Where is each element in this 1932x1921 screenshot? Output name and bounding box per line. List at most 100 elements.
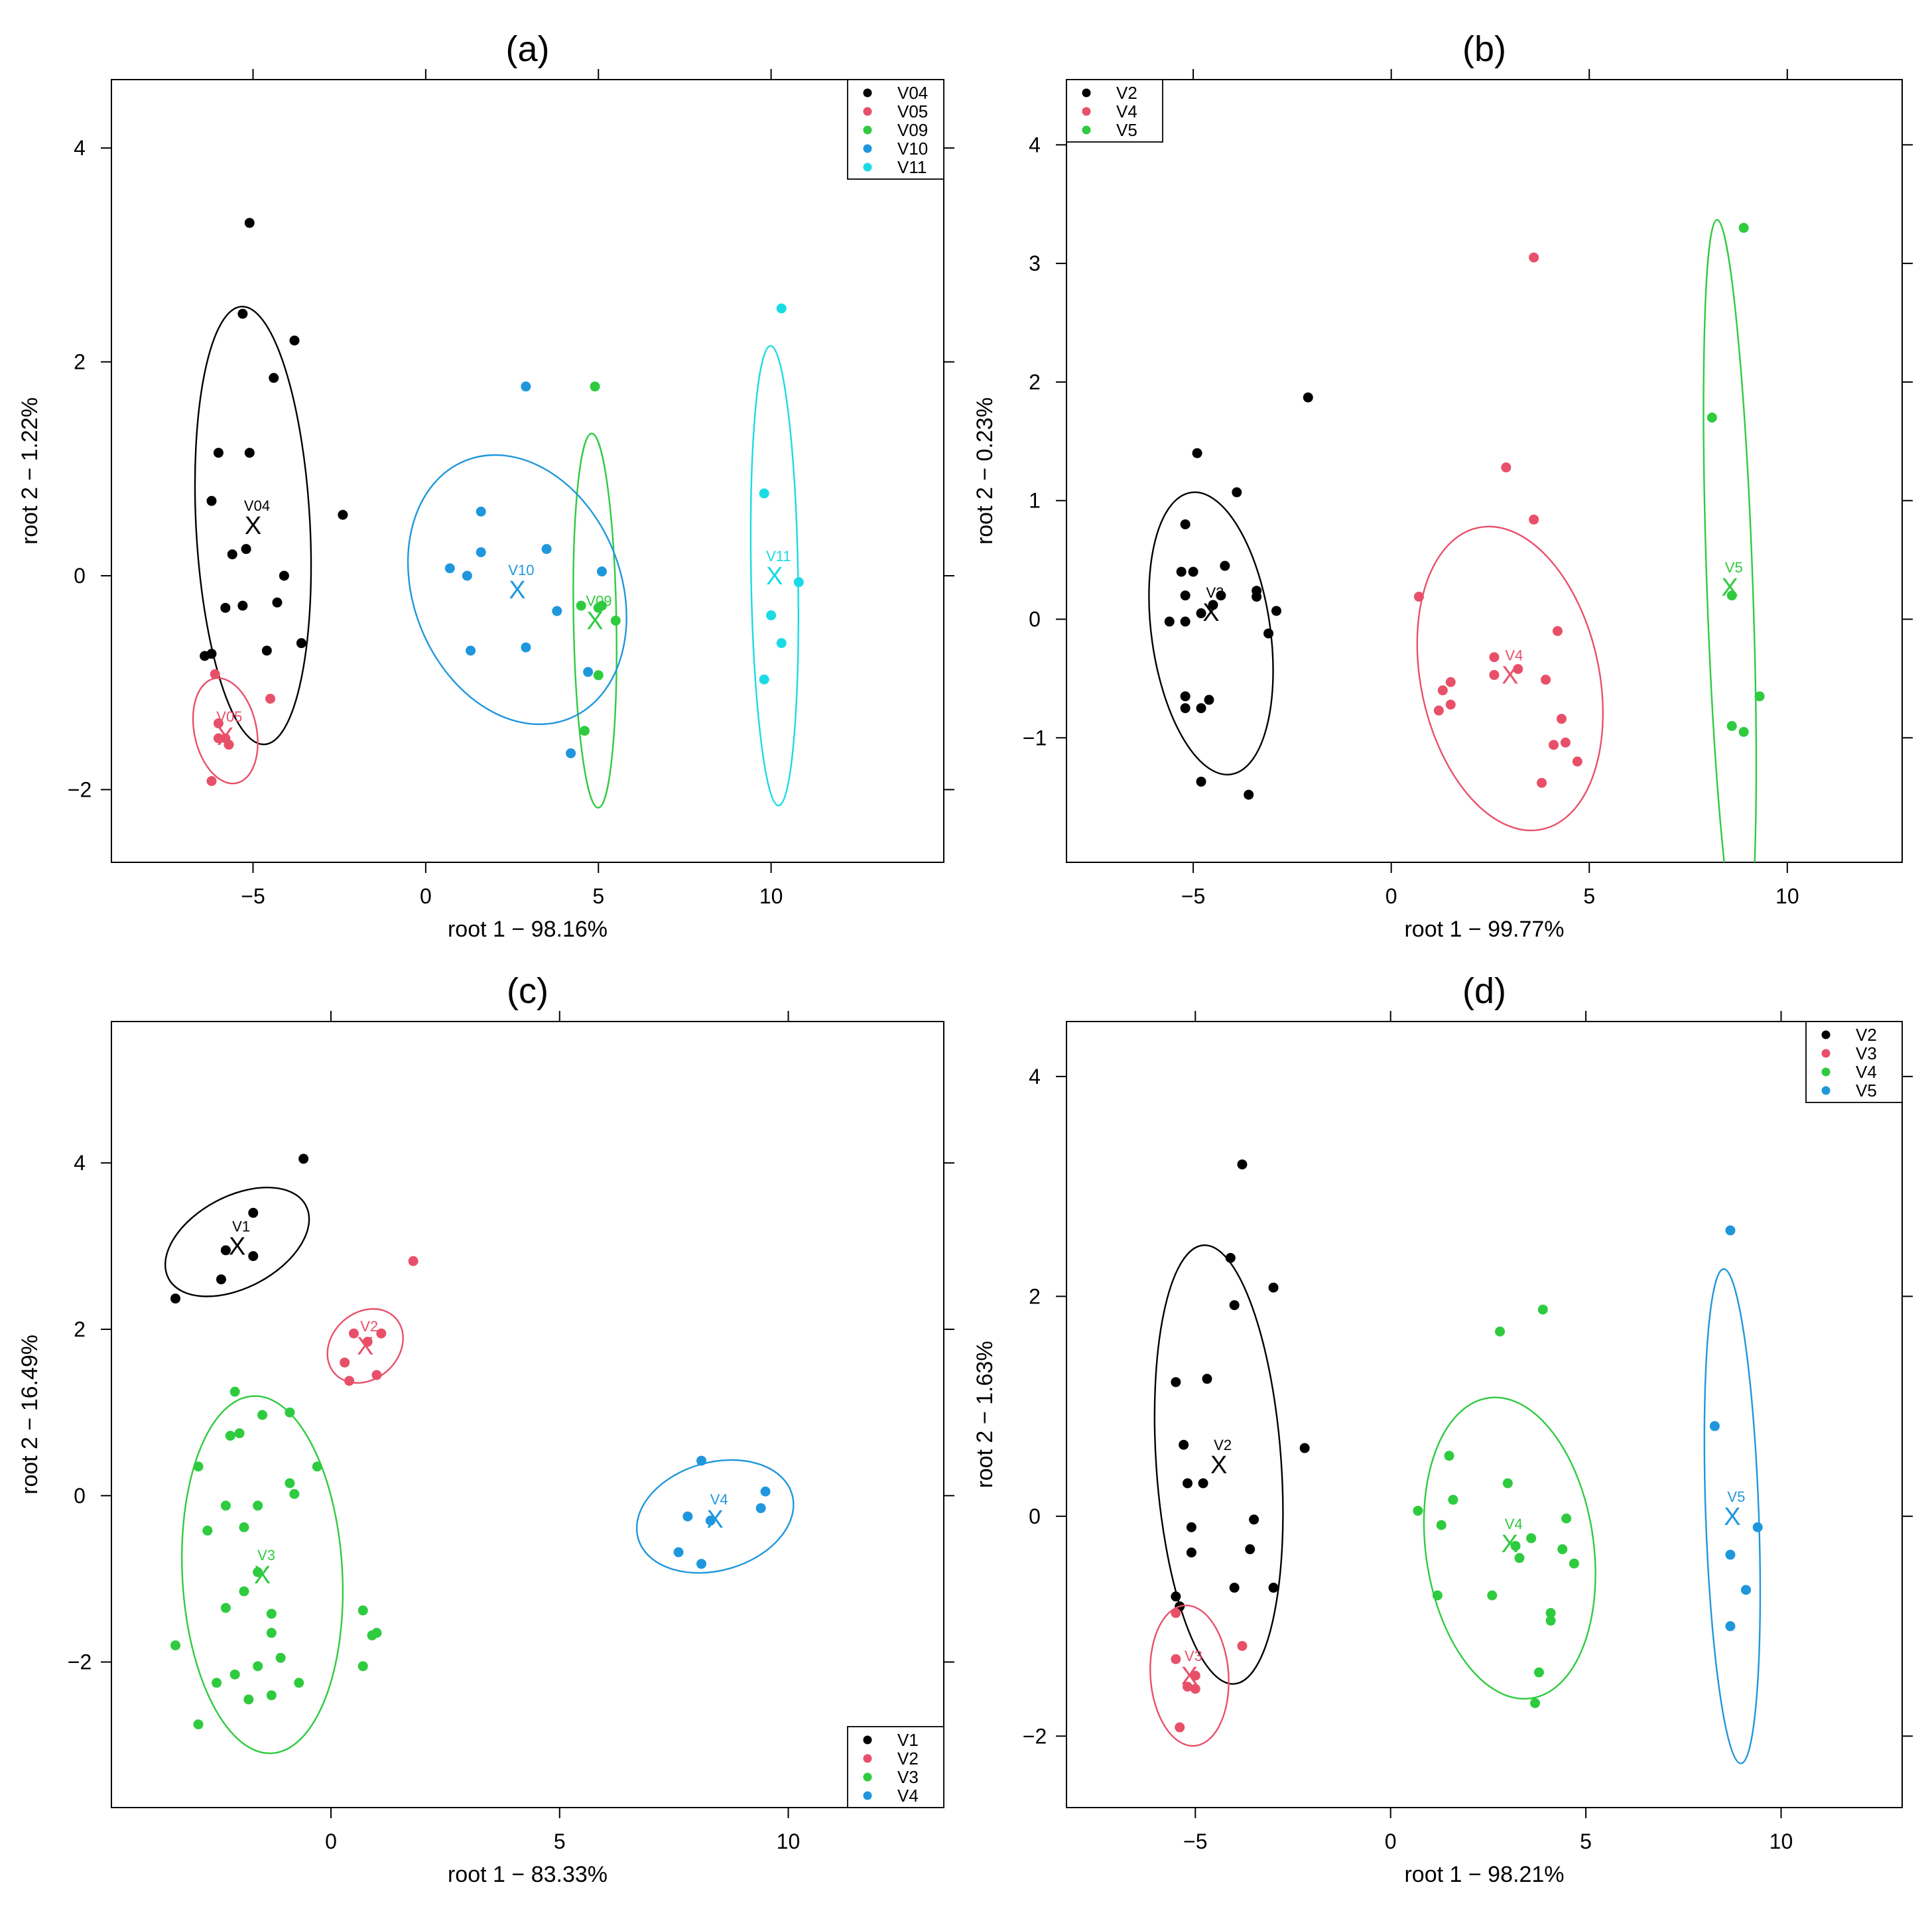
point-V05: [206, 775, 217, 786]
series-V4: XV4: [1413, 252, 1604, 832]
point-V4: [1514, 1553, 1525, 1563]
point-V4: [696, 1559, 707, 1569]
point-V4: [1432, 1590, 1443, 1601]
point-V1: [220, 1245, 231, 1256]
point-V10: [444, 563, 455, 574]
point-V4: [1569, 1558, 1579, 1569]
plot-frame: [1066, 1021, 1903, 1808]
point-V5: [1725, 1225, 1736, 1236]
y-tick-label: 0: [74, 564, 86, 588]
panel-c: (c) 0 5 10 −2 0 2 4 root 1 − 83.33% root 2 − 16.4…: [17, 971, 954, 1887]
point-V4: [1537, 777, 1547, 788]
legend-marker-V10: [863, 144, 872, 153]
x-axis-label: root 1 − 99.77%: [1404, 917, 1564, 942]
centroid-label-V3: V3: [1185, 1648, 1202, 1664]
point-V4: [1537, 1304, 1548, 1315]
centroid-label-V5: V5: [1725, 559, 1743, 576]
point-V3: [229, 1386, 240, 1397]
point-V2: [1268, 1583, 1279, 1593]
point-V4: [1561, 1513, 1572, 1524]
point-V2: [1303, 392, 1313, 403]
point-V2: [1180, 519, 1191, 529]
point-V2: [1220, 561, 1230, 571]
centroid-label-V05: V05: [216, 708, 242, 725]
point-V04: [279, 570, 289, 581]
centroid-label-V4: V4: [710, 1491, 728, 1508]
y-tick-label: −2: [68, 1650, 92, 1674]
panel-title: (d): [1462, 971, 1506, 1011]
y-tick-label: 0: [1029, 607, 1041, 631]
ellipse-V2: [1148, 491, 1274, 775]
ellipse-V11: [749, 345, 799, 807]
centroid-V4: X: [1502, 1530, 1518, 1558]
point-V2: [1232, 487, 1242, 497]
point-V2: [1196, 703, 1206, 714]
point-V04: [272, 597, 283, 608]
panel-title: (b): [1462, 29, 1506, 69]
legend-marker-V2: [1821, 1030, 1831, 1039]
centroid-label-V2: V2: [1206, 584, 1224, 601]
point-V2: [1263, 628, 1274, 639]
legend-marker-V05: [863, 107, 872, 116]
point-V04: [244, 448, 255, 458]
legend-marker-V5: [1082, 125, 1091, 135]
point-V3: [266, 1609, 277, 1619]
point-V04: [237, 308, 248, 319]
legend-label-V2: V2: [897, 1749, 919, 1768]
point-V3: [1183, 1682, 1193, 1692]
point-V2: [1196, 608, 1206, 619]
point-V10: [521, 381, 531, 392]
point-V2: [1179, 1439, 1189, 1450]
centroid-label-V11: V11: [766, 548, 791, 564]
point-V4: [1549, 740, 1559, 750]
point-V4: [1560, 737, 1571, 748]
point-V3: [357, 1661, 368, 1672]
point-V11: [759, 674, 769, 685]
point-V3: [239, 1522, 249, 1532]
point-V04: [244, 218, 255, 228]
point-V10: [476, 506, 486, 517]
point-V4: [1526, 1533, 1537, 1544]
point-V10: [566, 748, 576, 759]
point-V2: [1299, 1443, 1310, 1453]
point-V4: [1489, 652, 1500, 663]
point-V4: [682, 1511, 693, 1522]
point-V05: [213, 733, 224, 744]
ellipse-V4: [1416, 525, 1604, 832]
point-V04: [241, 544, 251, 555]
centroid-V09: X: [586, 608, 603, 635]
legend-label-V3: V3: [1856, 1043, 1877, 1063]
ellipse-V5: [1703, 1268, 1762, 1764]
point-V4: [673, 1547, 684, 1557]
point-V4: [760, 1486, 771, 1496]
series-V5: XV5: [1703, 1225, 1763, 1764]
legend-label-V5: V5: [1856, 1081, 1877, 1100]
point-V11: [776, 303, 787, 314]
point-V2: [1186, 1547, 1196, 1557]
point-V10: [596, 566, 607, 577]
point-V3: [193, 1719, 204, 1730]
point-V11: [776, 638, 787, 649]
point-V3: [220, 1500, 231, 1511]
centroid-label-V09: V09: [586, 593, 612, 610]
point-V04: [261, 645, 272, 656]
point-V2: [1249, 1514, 1259, 1525]
x-axis-label: root 1 − 98.16%: [448, 917, 608, 942]
legend-marker-V4: [863, 1791, 872, 1800]
ellipse-V1: [164, 1187, 310, 1297]
x-tick-label: −5: [241, 884, 265, 908]
point-V11: [766, 610, 777, 621]
point-V3: [1190, 1684, 1200, 1694]
point-V4: [1510, 1541, 1521, 1552]
x-tick-label: −5: [1183, 1829, 1207, 1853]
legend-box: [1066, 79, 1163, 143]
point-V2: [1208, 600, 1218, 610]
y-tick-label: 3: [1029, 251, 1041, 275]
centroid-label-V2: V2: [360, 1318, 378, 1335]
series-V4: XV4: [635, 1455, 795, 1574]
